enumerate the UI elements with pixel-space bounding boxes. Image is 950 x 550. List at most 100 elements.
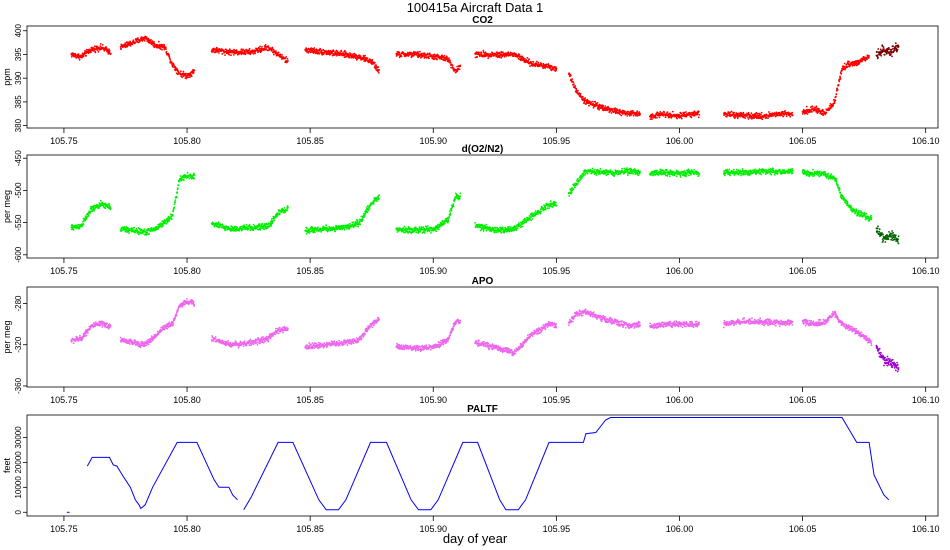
co2-data-point xyxy=(821,112,824,115)
co2-data-point xyxy=(834,99,837,102)
co2-data-point xyxy=(441,54,443,57)
o2n2-data-point xyxy=(539,212,542,215)
co2-data-point xyxy=(596,102,599,104)
co2-y-label: ppm xyxy=(2,68,12,86)
o2n2-data-point xyxy=(422,226,425,229)
co2-data-point xyxy=(265,48,267,50)
o2n2-data-point xyxy=(521,225,524,228)
o2n2-y-tick-label: -550 xyxy=(14,214,23,231)
co2-data-point xyxy=(345,51,347,54)
o2n2-data-point xyxy=(675,175,678,178)
o2n2-data-point xyxy=(133,226,136,229)
o2n2-data-point xyxy=(607,173,610,176)
co2-data-point xyxy=(897,45,900,48)
co2-data-point xyxy=(585,103,587,105)
o2n2-data-point xyxy=(530,219,533,222)
o2n2-data-point xyxy=(286,205,289,207)
co2-data-point xyxy=(242,48,244,51)
co2-data-point xyxy=(663,111,666,113)
co2-segment xyxy=(70,43,112,61)
co2-data-point xyxy=(77,54,80,57)
o2n2-data-point xyxy=(137,227,140,229)
co2-data-point xyxy=(408,51,411,54)
o2n2-data-point xyxy=(186,171,189,174)
o2n2-data-point xyxy=(437,228,440,231)
o2n2-data-point xyxy=(459,192,462,195)
co2-data-point xyxy=(305,47,308,49)
o2n2-data-point xyxy=(314,231,316,234)
co2-data-point xyxy=(153,41,155,43)
o2n2-data-point xyxy=(735,168,738,171)
co2-data-point xyxy=(661,112,664,114)
co2-data-point xyxy=(487,57,490,60)
o2n2-y-tick-label: -600 xyxy=(14,246,23,263)
o2n2-data-point xyxy=(452,205,455,208)
co2-x-tick-label: 106.05 xyxy=(789,136,817,146)
co2-data-point xyxy=(550,65,553,67)
o2n2-data-point xyxy=(104,207,107,210)
o2n2-data-point xyxy=(630,172,633,175)
co2-data-point xyxy=(545,63,548,66)
co2-data-point xyxy=(407,51,409,54)
co2-data-point xyxy=(801,113,804,115)
o2n2-data-point xyxy=(259,223,261,226)
co2-data-point xyxy=(145,36,148,38)
o2n2-data-point xyxy=(183,179,185,182)
o2n2-data-point xyxy=(364,212,367,215)
o2n2-data-point xyxy=(172,210,175,213)
co2-data-point xyxy=(190,75,193,77)
o2n2-data-point xyxy=(639,170,641,173)
co2-data-point xyxy=(499,51,501,54)
co2-data-point xyxy=(877,56,879,59)
co2-data-point xyxy=(134,41,137,44)
co2-data-point xyxy=(147,37,150,40)
co2-data-point xyxy=(99,43,102,45)
co2-data-point xyxy=(445,55,448,58)
co2-data-point xyxy=(868,55,870,57)
co2-segment xyxy=(210,44,289,64)
co2-x-tick-label: 105.95 xyxy=(543,136,571,146)
o2n2-data-point xyxy=(148,232,151,235)
co2-data-point xyxy=(451,64,454,67)
co2-data-point xyxy=(182,72,185,75)
o2n2-title: d(O2/N2) xyxy=(462,144,504,155)
co2-data-point xyxy=(848,60,851,63)
o2n2-data-point xyxy=(236,226,239,229)
o2n2-data-point xyxy=(540,210,542,213)
o2n2-data-point xyxy=(101,201,104,204)
o2n2-data-point xyxy=(574,186,576,189)
co2-data-point xyxy=(638,114,641,116)
co2-data-point xyxy=(836,87,839,90)
co2-data-point xyxy=(892,45,894,47)
o2n2-data-point xyxy=(108,202,111,205)
co2-data-point xyxy=(336,50,339,53)
co2-data-point xyxy=(218,52,220,54)
o2n2-data-point xyxy=(426,225,429,227)
o2n2-segment xyxy=(304,194,380,235)
co2-data-point xyxy=(284,57,287,60)
co2-data-point xyxy=(613,111,615,113)
o2n2-data-point xyxy=(576,182,579,185)
o2n2-data-point xyxy=(500,231,503,234)
co2-data-point xyxy=(598,108,601,111)
o2n2-data-point xyxy=(278,213,281,216)
x-axis-label: day of year xyxy=(443,531,508,546)
co2-data-point xyxy=(491,52,494,54)
co2-data-point xyxy=(502,51,504,53)
o2n2-segment xyxy=(649,168,701,178)
o2n2-segment xyxy=(70,199,112,231)
co2-data-point xyxy=(664,116,667,119)
o2n2-data-point xyxy=(363,216,366,218)
o2n2-data-point xyxy=(78,227,81,230)
co2-data-point xyxy=(495,55,498,57)
co2-data-point xyxy=(669,112,671,115)
o2n2-data-point xyxy=(685,173,688,176)
co2-data-point xyxy=(789,115,792,118)
o2n2-data-point xyxy=(685,175,687,178)
o2n2-data-point xyxy=(626,174,629,177)
o2n2-data-point xyxy=(245,224,248,226)
co2-data-point xyxy=(818,108,820,110)
co2-data-point xyxy=(730,110,733,113)
co2-data-point xyxy=(651,113,654,115)
o2n2-data-point xyxy=(474,222,476,224)
